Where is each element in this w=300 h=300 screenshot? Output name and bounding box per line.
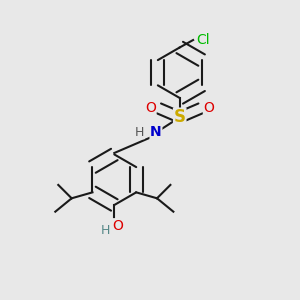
Text: S: S (174, 108, 186, 126)
Text: O: O (145, 101, 156, 116)
Text: O: O (112, 219, 123, 233)
Text: H: H (135, 126, 144, 139)
Text: Cl: Cl (196, 33, 210, 47)
Text: O: O (203, 101, 214, 116)
Text: N: N (150, 125, 162, 139)
Text: H: H (101, 224, 110, 237)
